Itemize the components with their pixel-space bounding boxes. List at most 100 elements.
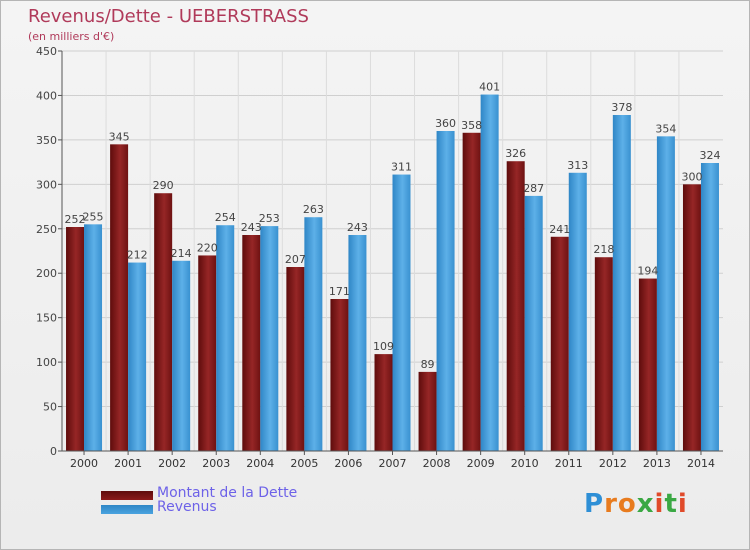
bar-dette [374, 354, 393, 451]
bar-revenus [568, 172, 587, 451]
data-label-revenus: 354 [655, 122, 676, 135]
x-tick-label: 2014 [687, 457, 715, 470]
data-label-revenus: 263 [303, 203, 324, 216]
bar-dette [462, 132, 481, 451]
bar-dette [242, 235, 261, 451]
x-tick-label: 2013 [643, 457, 671, 470]
x-tick-label: 2005 [290, 457, 318, 470]
bar-revenus [612, 115, 631, 451]
data-label-dette: 89 [421, 358, 435, 371]
logo-letter: x [636, 489, 655, 519]
data-label-revenus: 378 [611, 101, 632, 114]
bar-dette [110, 144, 129, 452]
data-label-dette: 109 [373, 340, 394, 353]
data-label-revenus: 401 [479, 81, 500, 94]
data-label-dette: 241 [549, 223, 570, 236]
bar-dette [506, 161, 525, 451]
bar-revenus [172, 260, 191, 451]
x-tick-label: 2008 [423, 457, 451, 470]
bar-dette [638, 278, 657, 451]
data-label-dette: 207 [285, 253, 306, 266]
data-label-dette: 345 [109, 130, 130, 143]
data-label-dette: 290 [153, 179, 174, 192]
x-tick-label: 2002 [158, 457, 186, 470]
data-label-revenus: 253 [259, 212, 280, 225]
y-tick-label: 150 [36, 312, 57, 325]
bar-dette [286, 267, 305, 451]
data-label-dette: 300 [681, 170, 702, 183]
logo-letter: r [604, 489, 618, 519]
data-label-revenus: 324 [699, 149, 720, 162]
data-label-revenus: 214 [171, 247, 192, 260]
data-label-revenus: 212 [127, 249, 148, 262]
logo-letter: t [664, 489, 678, 519]
x-tick-label: 2011 [555, 457, 583, 470]
proxiti-logo: Proxiti [584, 489, 688, 519]
legend-label-dette: Montant de la Dette [157, 485, 298, 501]
bar-dette [66, 227, 85, 451]
bar-dette [550, 236, 569, 451]
data-label-revenus: 360 [435, 117, 456, 130]
y-tick-label: 300 [36, 178, 57, 191]
bar-dette [594, 257, 613, 451]
bar-revenus [216, 225, 235, 451]
bar-revenus [392, 174, 411, 452]
axis-layer: 0 50 100 150 200 250 300 350 400 450 2000 2001 2002 2… [36, 45, 723, 470]
bar-revenus [436, 131, 455, 451]
x-tick-label: 2000 [70, 457, 98, 470]
bar-revenus [128, 262, 147, 451]
bar-revenus [656, 136, 675, 452]
bar-revenus [524, 195, 543, 451]
x-tick-label: 2006 [334, 457, 362, 470]
data-label-revenus: 255 [83, 210, 104, 223]
y-tick-label: 50 [43, 401, 57, 414]
x-tick-label: 2003 [202, 457, 230, 470]
bar-revenus [480, 94, 499, 452]
data-label-dette: 194 [637, 265, 658, 278]
bar-dette [418, 371, 437, 451]
y-tick-label: 0 [50, 445, 57, 458]
bar-dette [198, 255, 217, 451]
data-label-dette: 218 [593, 243, 614, 256]
legend-swatch-dette [101, 491, 153, 500]
y-tick-label: 350 [36, 134, 57, 147]
data-label-dette: 171 [329, 285, 350, 298]
data-label-dette: 220 [197, 241, 218, 254]
y-tick-label: 250 [36, 223, 57, 236]
x-tick-label: 2004 [246, 457, 274, 470]
logo-letter: o [617, 489, 637, 519]
legend-swatch-revenus [101, 505, 153, 514]
data-label-revenus: 254 [215, 211, 236, 224]
data-label-revenus: 243 [347, 221, 368, 234]
bar-revenus [84, 224, 103, 451]
legend-label-revenus: Revenus [157, 499, 217, 515]
bar-revenus [348, 235, 367, 451]
data-label-revenus: 313 [567, 159, 588, 172]
y-tick-label: 200 [36, 267, 57, 280]
x-tick-label: 2010 [511, 457, 539, 470]
logo-letter: i [677, 489, 688, 519]
logo-letter: P [584, 489, 605, 519]
data-label-revenus: 311 [391, 161, 412, 174]
x-tick-label: 2012 [599, 457, 627, 470]
x-tick-label: 2001 [114, 457, 142, 470]
logo-letter: i [654, 489, 665, 519]
y-tick-label: 100 [36, 356, 57, 369]
bar-revenus [260, 226, 279, 451]
data-label-dette: 358 [461, 119, 482, 132]
chart-title: Revenus/Dette - UEBERSTRASS [28, 6, 309, 27]
data-label-dette: 252 [65, 213, 86, 226]
bars-layer [66, 94, 719, 452]
bar-dette [154, 193, 173, 451]
data-label-revenus: 287 [523, 182, 544, 195]
chart-subtitle: (en milliers d'€) [28, 30, 115, 43]
y-tick-label: 400 [36, 89, 57, 102]
y-tick-label: 450 [36, 45, 57, 58]
data-label-dette: 243 [241, 221, 262, 234]
bar-dette [682, 184, 701, 452]
x-tick-label: 2007 [379, 457, 407, 470]
data-label-dette: 326 [505, 147, 526, 160]
